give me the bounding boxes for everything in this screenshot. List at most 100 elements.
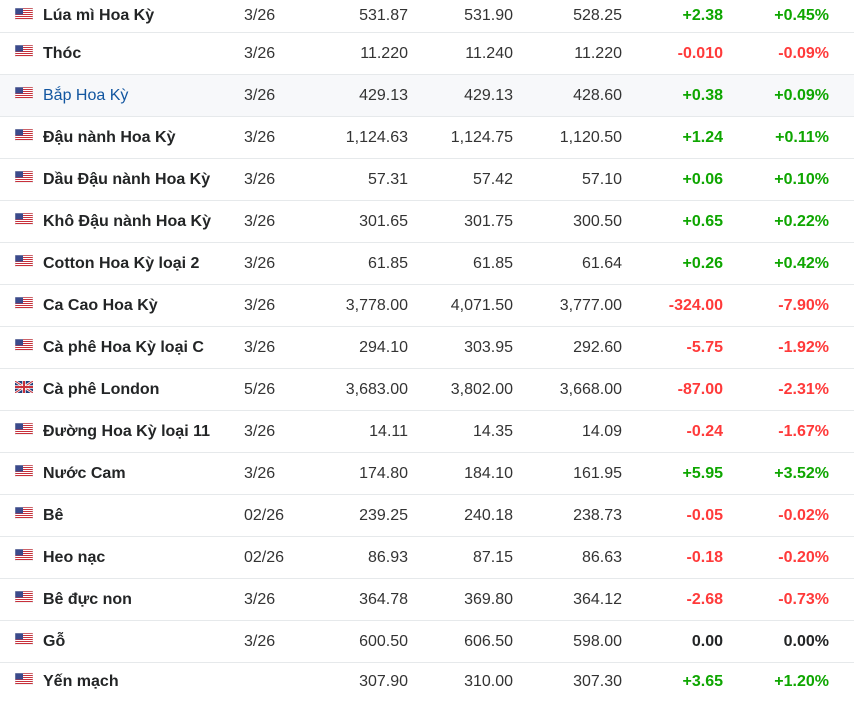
table-row[interactable]: Ca Cao Hoa Kỳ 3/26 3,778.00 4,071.50 3,777.0… [0, 284, 854, 327]
commodity-link[interactable]: Đậu nành Hoa Kỳ [43, 128, 176, 146]
commodity-name-cell: Yến mạch [0, 663, 234, 701]
high-price: 310.00 [464, 672, 513, 690]
change-value: -0.18 [622, 536, 723, 579]
contract-month: 3/26 [234, 620, 314, 663]
change-value: +0.38 [622, 74, 723, 117]
commodity-name-cell: Cà phê Hoa Kỳ loại C [0, 326, 234, 369]
commodity-link[interactable]: Ca Cao Hoa Kỳ [43, 296, 158, 314]
change-percent: -7.90% [723, 284, 829, 327]
table-row[interactable]: Lúa mì Hoa Kỳ 3/26 531.87 531.90 528.25 +2.38… [0, 0, 854, 33]
table-row[interactable]: Đậu nành Hoa Kỳ 3/26 1,124.63 1,124.75 1,120… [0, 116, 854, 159]
us-flag-icon [15, 87, 43, 104]
table-row[interactable]: Bê 02/26 239.25 240.18 238.73 -0.05 -0.02% [0, 494, 854, 537]
change-value: +5.95 [622, 452, 723, 495]
table-row[interactable]: Thóc 3/26 11.220 11.240 11.220 -0.010 -0.09% [0, 32, 854, 75]
high-price: 184.10 [408, 452, 513, 495]
high-price: 240.18 [408, 494, 513, 537]
change-value: -0.24 [622, 410, 723, 453]
low-price: 161.95 [513, 452, 622, 495]
commodity-link[interactable]: Bê [43, 506, 64, 524]
us-flag-icon [15, 7, 43, 24]
last-price: 86.93 [314, 536, 408, 579]
change-value: +3.65 [682, 672, 723, 690]
change-value: -2.68 [622, 578, 723, 621]
high-price: 11.240 [408, 32, 513, 75]
change-percent: -1.67% [723, 410, 829, 453]
commodity-name-cell: Đường Hoa Kỳ loại 11 [0, 410, 234, 453]
contract-month: 3/26 [234, 410, 314, 453]
us-flag-icon [15, 633, 43, 650]
contract-month: 3/26 [234, 74, 314, 117]
contract-month: 02/26 [234, 494, 314, 537]
commodity-link[interactable]: Cà phê London [43, 380, 160, 398]
change-percent: -0.20% [723, 536, 829, 579]
commodity-link[interactable]: Dầu Đậu nành Hoa Kỳ [43, 170, 211, 188]
low-price: 1,120.50 [513, 116, 622, 159]
table-row[interactable]: Bắp Hoa Kỳ 3/26 429.13 429.13 428.60 +0.38 +0.… [0, 74, 854, 117]
high-price: 87.15 [408, 536, 513, 579]
contract-month: 3/26 [234, 242, 314, 285]
high-price: 3,802.00 [408, 368, 513, 411]
table-row[interactable]: Yến mạch 307.90 310.00 307.30 +3.65 +1.20% [0, 663, 854, 701]
contract-month: 3/26 [234, 326, 314, 369]
last-price: 14.11 [314, 410, 408, 453]
commodity-link[interactable]: Lúa mì Hoa Kỳ [43, 7, 155, 24]
low-price: 11.220 [513, 32, 622, 75]
commodity-link[interactable]: Khô Đậu nành Hoa Kỳ [43, 212, 212, 230]
table-row[interactable]: Bê đực non 3/26 364.78 369.80 364.12 -2.68 -0.… [0, 578, 854, 621]
contract-month [234, 663, 314, 701]
high-price: 14.35 [408, 410, 513, 453]
us-flag-icon [15, 45, 43, 62]
low-price: 292.60 [513, 326, 622, 369]
low-price: 61.64 [513, 242, 622, 285]
last-price: 531.87 [314, 0, 408, 33]
low-price: 300.50 [513, 200, 622, 243]
commodity-link[interactable]: Cotton Hoa Kỳ loại 2 [43, 254, 200, 272]
table-row[interactable]: Khô Đậu nành Hoa Kỳ 3/26 301.65 301.75 300.5… [0, 200, 854, 243]
change-value: +0.65 [622, 200, 723, 243]
change-percent: +0.45% [723, 0, 829, 33]
table-row[interactable]: Cà phê Hoa Kỳ loại C 3/26 294.10 303.95 292.… [0, 326, 854, 369]
change-percent: -0.73% [723, 578, 829, 621]
table-row[interactable]: Cotton Hoa Kỳ loại 2 3/26 61.85 61.85 61.64 +… [0, 242, 854, 285]
commodity-link[interactable]: Nước Cam [43, 464, 126, 482]
commodity-name-cell: Đậu nành Hoa Kỳ [0, 116, 234, 159]
commodity-link[interactable]: Cà phê Hoa Kỳ loại C [43, 338, 204, 356]
high-price: 429.13 [408, 74, 513, 117]
us-flag-icon [15, 129, 43, 146]
change-value: +0.26 [622, 242, 723, 285]
last-price: 364.78 [314, 578, 408, 621]
uk-flag-icon [15, 381, 43, 398]
high-price: 303.95 [408, 326, 513, 369]
commodity-name-cell: Bắp Hoa Kỳ [0, 74, 234, 117]
table-row[interactable]: Đường Hoa Kỳ loại 11 3/26 14.11 14.35 14.09-… [0, 410, 854, 453]
high-price: 369.80 [408, 578, 513, 621]
commodity-name-cell: Thóc [0, 32, 234, 75]
contract-month: 3/26 [234, 158, 314, 201]
table-row[interactable]: Nước Cam 3/26 174.80 184.10 161.95 +5.95 +3.52… [0, 452, 854, 495]
table-row[interactable]: Cà phê London 5/26 3,683.00 3,802.00 3,668.0… [0, 368, 854, 411]
commodity-link[interactable]: Bắp Hoa Kỳ [43, 86, 129, 104]
table-row[interactable]: Heo nạc 02/26 86.93 87.15 86.63 -0.18 -0.20% [0, 536, 854, 579]
commodity-link[interactable]: Heo nạc [43, 548, 106, 566]
commodity-name-cell: Bê [0, 494, 234, 537]
table-row[interactable]: Dầu Đậu nành Hoa Kỳ 3/26 57.31 57.42 57.10 +0… [0, 158, 854, 201]
commodity-link[interactable]: Thóc [43, 44, 82, 62]
commodity-name-cell: Dầu Đậu nành Hoa Kỳ [0, 158, 234, 201]
commodity-link[interactable]: Yến mạch [43, 672, 119, 690]
commodity-link[interactable]: Gỗ [43, 632, 66, 650]
us-flag-icon [15, 507, 43, 524]
high-price: 301.75 [408, 200, 513, 243]
us-flag-icon [15, 549, 43, 566]
contract-month: 3/26 [234, 200, 314, 243]
high-price: 4,071.50 [408, 284, 513, 327]
high-price: 606.50 [408, 620, 513, 663]
low-price: 598.00 [513, 620, 622, 663]
table-row[interactable]: Gỗ 3/26 600.50 606.50 598.00 0.00 0.00% [0, 620, 854, 663]
commodity-name-cell: Cotton Hoa Kỳ loại 2 [0, 242, 234, 285]
commodity-link[interactable]: Bê đực non [43, 590, 132, 608]
commodity-link[interactable]: Đường Hoa Kỳ loại 11 [43, 422, 210, 440]
low-price: 364.12 [513, 578, 622, 621]
contract-month: 3/26 [234, 0, 314, 33]
last-price: 1,124.63 [314, 116, 408, 159]
